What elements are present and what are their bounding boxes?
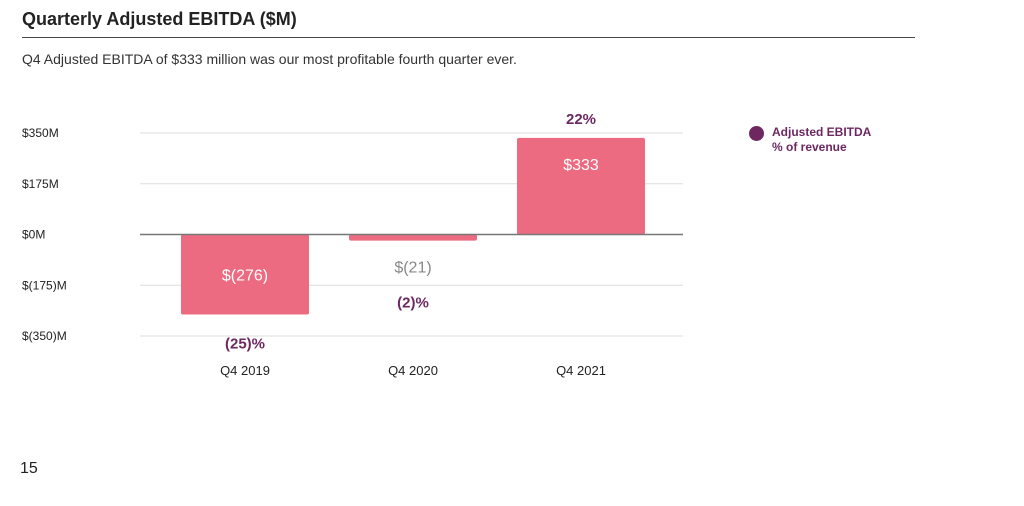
chart-legend: Adjusted EBITDA % of revenue bbox=[749, 125, 871, 155]
legend-marker-icon bbox=[749, 126, 764, 141]
bar-value-label: $(276) bbox=[222, 268, 268, 285]
legend-label: Adjusted EBITDA % of revenue bbox=[772, 125, 871, 155]
bar-value-label: $(21) bbox=[394, 260, 431, 277]
bar bbox=[181, 234, 309, 315]
y-tick-label: $(350)M bbox=[22, 329, 67, 343]
y-tick-label: $(175)M bbox=[22, 278, 67, 292]
y-tick-label: $175M bbox=[22, 177, 59, 191]
title-divider bbox=[22, 37, 915, 38]
y-tick-label: $0M bbox=[22, 228, 45, 242]
y-tick-label: $350M bbox=[22, 126, 59, 140]
x-category-label: Q4 2020 bbox=[388, 363, 438, 378]
percent-of-revenue-label: (25)% bbox=[225, 336, 265, 353]
x-category-label: Q4 2019 bbox=[220, 363, 270, 378]
percent-of-revenue-label: 22% bbox=[566, 111, 596, 128]
percent-of-revenue-label: (2)% bbox=[397, 295, 429, 312]
bar bbox=[349, 234, 477, 241]
legend-label-line1: Adjusted EBITDA bbox=[772, 125, 872, 139]
bar bbox=[517, 137, 645, 235]
page-title: Quarterly Adjusted EBITDA ($M) bbox=[22, 9, 297, 29]
bar-value-label: $333 bbox=[563, 157, 599, 174]
page-subtitle: Q4 Adjusted EBITDA of $333 million was o… bbox=[22, 51, 517, 67]
legend-label-line2: % of revenue bbox=[772, 140, 847, 154]
x-category-label: Q4 2021 bbox=[556, 363, 606, 378]
page-number: 15 bbox=[20, 460, 38, 477]
